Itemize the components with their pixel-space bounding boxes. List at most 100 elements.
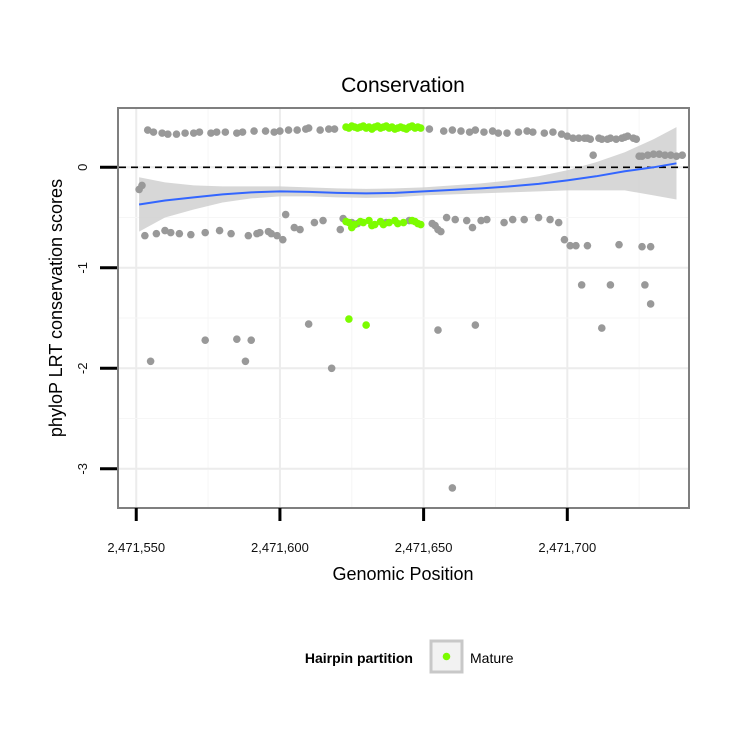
data-point xyxy=(557,130,566,138)
data-point xyxy=(641,281,649,289)
data-point xyxy=(574,134,583,142)
data-point xyxy=(546,215,554,224)
data-point xyxy=(215,226,224,235)
data-point xyxy=(293,126,301,134)
data-point xyxy=(324,125,333,133)
data-point xyxy=(330,125,339,133)
data-point xyxy=(172,130,181,138)
data-point xyxy=(336,225,345,234)
data-point xyxy=(560,235,569,244)
data-point xyxy=(623,132,632,140)
data-point-mature xyxy=(345,315,353,323)
data-point xyxy=(310,218,319,227)
data-point xyxy=(141,231,149,240)
data-point xyxy=(549,128,557,136)
data-point xyxy=(247,336,255,344)
data-point xyxy=(480,128,488,136)
data-point xyxy=(261,127,270,135)
data-point xyxy=(572,241,580,250)
data-point xyxy=(437,227,445,236)
data-point-mature xyxy=(350,220,359,229)
data-point xyxy=(643,151,652,160)
data-point xyxy=(638,152,646,161)
data-point xyxy=(290,223,299,232)
data-point xyxy=(563,132,572,140)
data-point xyxy=(483,215,491,224)
data-point xyxy=(477,216,485,225)
data-point xyxy=(586,135,595,143)
data-point xyxy=(187,230,195,239)
data-point xyxy=(304,124,313,132)
data-point xyxy=(425,125,434,133)
data-point xyxy=(520,215,528,224)
y-tick-label: 0 xyxy=(75,164,90,171)
data-point xyxy=(508,215,517,224)
data-point xyxy=(189,129,198,137)
data-point xyxy=(534,213,543,222)
data-point xyxy=(488,127,497,135)
data-point xyxy=(494,129,503,137)
data-point xyxy=(514,128,523,136)
data-point xyxy=(250,127,258,135)
data-point xyxy=(233,129,241,137)
data-point xyxy=(678,151,687,160)
data-point-mature xyxy=(370,220,379,229)
data-point xyxy=(554,218,563,227)
data-point xyxy=(175,229,184,238)
data-point xyxy=(161,226,169,235)
data-point xyxy=(316,126,324,134)
data-point xyxy=(181,129,189,137)
smooth-line xyxy=(138,162,677,206)
data-point xyxy=(577,281,586,289)
data-point xyxy=(523,127,531,135)
data-point xyxy=(152,229,161,238)
data-point xyxy=(606,134,615,142)
data-point xyxy=(503,129,511,137)
data-point xyxy=(212,128,221,136)
data-point xyxy=(296,225,304,234)
data-point xyxy=(327,364,336,373)
data-point xyxy=(439,127,448,135)
legend: Hairpin partition Mature xyxy=(305,639,514,674)
data-point xyxy=(149,128,158,136)
data-point xyxy=(646,242,655,251)
data-point-mature xyxy=(416,220,425,229)
data-point xyxy=(638,242,646,251)
data-point xyxy=(164,130,172,138)
data-point xyxy=(612,135,620,143)
data-point xyxy=(451,215,460,224)
x-tick-label: 2,471,600 xyxy=(251,540,309,555)
x-axis-title: Genomic Position xyxy=(332,564,473,584)
data-point xyxy=(632,135,641,143)
y-axis-title: phyloP LRT conservation scores xyxy=(46,179,66,437)
data-point xyxy=(583,241,592,250)
data-point xyxy=(166,228,175,237)
smooth-trend-line xyxy=(138,162,677,206)
data-point xyxy=(138,181,146,190)
y-tick-label: -3 xyxy=(75,463,90,475)
data-point xyxy=(606,281,615,289)
data-point xyxy=(471,126,480,134)
data-point xyxy=(589,151,597,160)
data-point xyxy=(281,210,290,219)
data-point xyxy=(256,228,264,237)
data-point xyxy=(666,151,675,160)
axes: 2,471,550 2,471,600 2,471,650 2,471,700 0 -1 -… xyxy=(75,164,596,555)
data-point xyxy=(143,126,152,134)
data-point-mature xyxy=(385,218,393,227)
data-point xyxy=(221,128,230,136)
data-point-mature xyxy=(416,124,425,132)
data-point xyxy=(146,357,155,366)
data-point xyxy=(597,135,606,143)
y-tick-label: -1 xyxy=(75,262,90,274)
data-point xyxy=(646,300,655,308)
data-point xyxy=(195,128,204,136)
data-point xyxy=(244,231,253,240)
x-tick-label: 2,471,550 xyxy=(107,540,165,555)
data-point xyxy=(279,235,287,244)
data-point xyxy=(241,357,250,366)
data-point xyxy=(448,484,457,492)
data-point-mature xyxy=(359,218,368,227)
chart-title: Conservation xyxy=(341,74,465,97)
